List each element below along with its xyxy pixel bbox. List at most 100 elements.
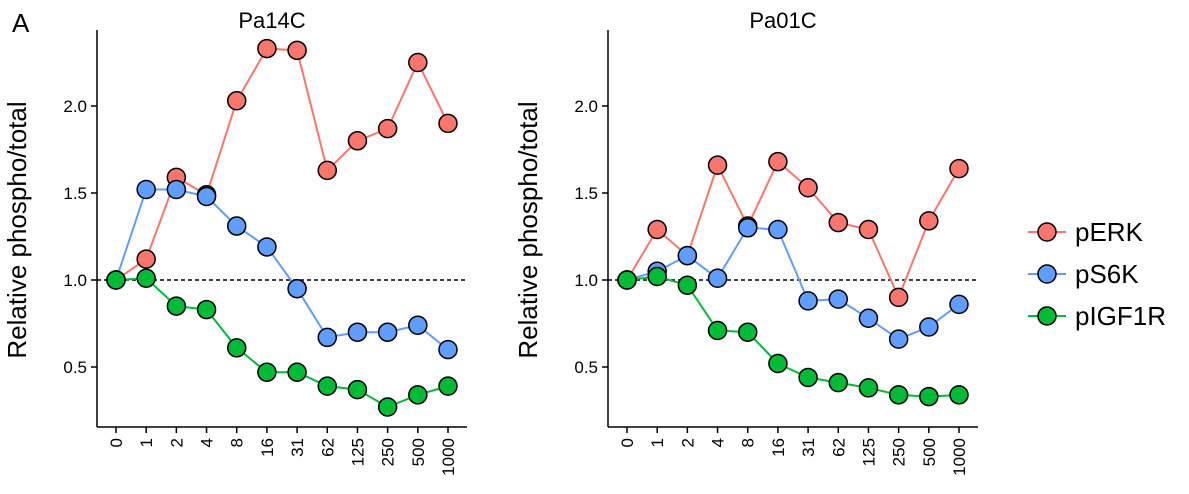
data-point-pigf1r xyxy=(106,270,126,290)
data-point-pigf1r xyxy=(949,385,969,405)
series-line-ps6k xyxy=(115,188,449,351)
data-point-pigf1r xyxy=(136,268,156,289)
data-point-pigf1r xyxy=(438,376,458,396)
data-point-ps6k xyxy=(888,329,909,349)
legend-marker xyxy=(1037,306,1057,326)
x-tick-label: 1000 xyxy=(950,438,969,476)
y-tick-label: 1.5 xyxy=(574,184,598,203)
y-tick-label: 1.0 xyxy=(63,271,87,290)
y-tick-label: 1.0 xyxy=(574,271,598,290)
data-point-pigf1r xyxy=(798,367,818,388)
data-point-pigf1r xyxy=(617,270,637,290)
data-point-perk xyxy=(919,211,939,231)
data-point-pigf1r xyxy=(377,397,398,417)
x-tick-label: 1000 xyxy=(439,438,458,476)
data-point-pigf1r xyxy=(707,320,728,341)
y-axis-label: Relative phospho/total xyxy=(513,101,543,358)
y-tick-label: 0.5 xyxy=(63,358,87,377)
data-point-perk xyxy=(287,40,307,61)
data-point-pigf1r xyxy=(287,362,307,382)
data-point-perk xyxy=(347,131,368,151)
data-point-ps6k xyxy=(377,322,398,342)
series-line-ps6k xyxy=(626,226,960,341)
y-axis-label: Relative phospho/total xyxy=(2,101,32,358)
x-tick-label: 62 xyxy=(829,438,848,457)
legend-marker xyxy=(1037,222,1057,242)
data-point-perk xyxy=(647,219,667,240)
x-tick-label: 4 xyxy=(709,438,728,447)
x-tick-label: 1 xyxy=(137,438,156,447)
x-tick-label: 500 xyxy=(409,438,428,466)
series-line-pigf1r xyxy=(626,275,960,398)
x-tick-label: 16 xyxy=(258,438,277,457)
data-point-pigf1r xyxy=(408,385,428,405)
data-point-pigf1r xyxy=(858,378,879,398)
data-point-ps6k xyxy=(136,179,156,200)
y-tick-label: 2.0 xyxy=(63,97,87,116)
data-point-pigf1r xyxy=(166,296,187,316)
panel-label: A xyxy=(12,8,30,38)
data-point-pigf1r xyxy=(226,338,247,358)
x-tick-label: 1 xyxy=(648,438,667,447)
data-point-pigf1r xyxy=(196,299,217,320)
data-point-pigf1r xyxy=(919,386,939,407)
data-point-ps6k xyxy=(257,237,277,257)
chart-title: Pa14C xyxy=(238,8,305,33)
data-point-ps6k xyxy=(317,327,338,348)
legend-label: pERK xyxy=(1075,217,1144,247)
data-point-ps6k xyxy=(919,317,939,337)
x-tick-label: 125 xyxy=(348,438,367,466)
x-tick-label: 250 xyxy=(890,438,909,466)
data-point-perk xyxy=(257,38,277,59)
legend-label: pIGF1R xyxy=(1075,301,1166,331)
x-tick-label: 31 xyxy=(799,438,818,457)
x-tick-label: 62 xyxy=(318,438,337,457)
data-point-perk xyxy=(317,160,338,181)
data-point-perk xyxy=(408,52,428,73)
data-point-perk xyxy=(888,287,909,308)
data-point-perk xyxy=(377,118,398,139)
data-point-perk xyxy=(226,91,247,111)
data-point-pigf1r xyxy=(647,266,667,287)
x-tick-label: 16 xyxy=(769,438,788,457)
data-point-ps6k xyxy=(166,179,187,200)
data-point-perk xyxy=(707,155,728,175)
y-tick-label: 1.5 xyxy=(63,184,87,203)
data-point-perk xyxy=(768,151,788,172)
data-point-pigf1r xyxy=(888,385,909,405)
data-point-pigf1r xyxy=(828,372,849,393)
series-line-perk xyxy=(626,160,960,300)
data-point-ps6k xyxy=(737,218,758,238)
x-tick-label: 8 xyxy=(739,438,758,447)
x-tick-label: 31 xyxy=(288,438,307,457)
x-tick-label: 2 xyxy=(678,438,697,447)
legend-label: pS6K xyxy=(1075,259,1139,289)
data-point-perk xyxy=(949,158,969,179)
data-point-ps6k xyxy=(347,322,368,342)
x-tick-label: 8 xyxy=(228,438,247,447)
x-tick-label: 500 xyxy=(920,438,939,466)
data-point-pigf1r xyxy=(677,275,698,295)
x-tick-label: 250 xyxy=(379,438,398,466)
data-point-pigf1r xyxy=(257,362,277,382)
data-point-ps6k xyxy=(858,308,879,329)
x-tick-label: 2 xyxy=(167,438,186,447)
data-point-ps6k xyxy=(408,315,428,335)
data-point-perk xyxy=(858,219,879,240)
data-point-ps6k xyxy=(828,289,849,309)
data-point-ps6k xyxy=(438,339,458,360)
data-point-ps6k xyxy=(196,186,217,207)
legend-marker xyxy=(1037,264,1057,284)
data-point-perk xyxy=(438,113,458,134)
data-point-ps6k xyxy=(287,278,307,299)
series-line-perk xyxy=(115,47,449,281)
y-tick-label: 2.0 xyxy=(574,97,598,116)
series-line-pigf1r xyxy=(115,277,449,409)
x-tick-label: 4 xyxy=(198,438,217,447)
data-point-pigf1r xyxy=(317,376,338,396)
data-point-pigf1r xyxy=(347,379,368,400)
data-point-ps6k xyxy=(949,294,969,315)
data-point-ps6k xyxy=(707,268,728,289)
data-point-perk xyxy=(798,178,818,198)
